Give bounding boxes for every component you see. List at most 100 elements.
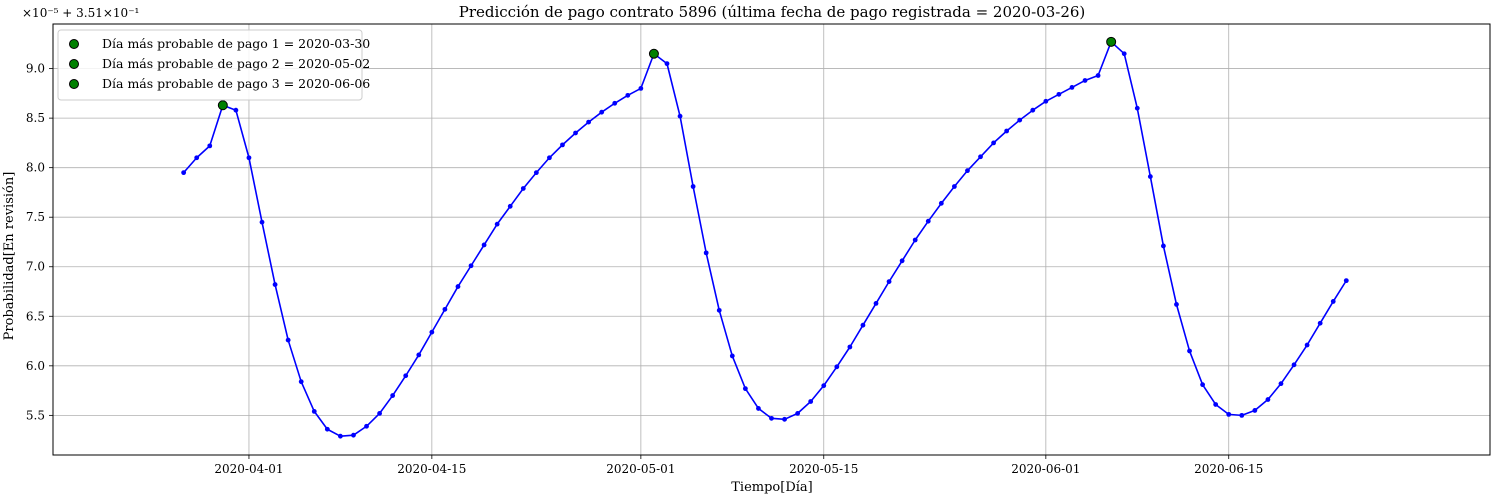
data-point: [729, 353, 735, 359]
data-point: [703, 250, 709, 256]
data-point: [625, 92, 631, 98]
data-point: [494, 221, 500, 227]
data-point: [468, 263, 474, 269]
plot-area: [52, 23, 1491, 456]
data-point: [1317, 320, 1323, 326]
y-tick-label: 8.0: [26, 161, 45, 175]
data-point: [677, 113, 683, 119]
data-point: [742, 386, 748, 392]
data-point: [520, 186, 526, 191]
data-point: [586, 119, 592, 125]
data-point: [181, 170, 187, 176]
data-point: [808, 399, 814, 404]
data-point: [285, 337, 291, 343]
data-point: [573, 130, 578, 136]
data-point: [1004, 128, 1010, 134]
data-point: [638, 86, 644, 91]
data-point: [1134, 105, 1140, 111]
data-point: [978, 154, 983, 160]
data-point: [1343, 278, 1349, 284]
y-tick-label: 5.5: [26, 408, 45, 422]
data-point: [899, 258, 905, 264]
data-point: [769, 415, 774, 421]
data-point: [311, 409, 317, 414]
data-point: [1278, 381, 1284, 387]
data-point: [795, 410, 801, 416]
x-axis-label: Tiempo[Día]: [731, 480, 812, 495]
x-tick-label: 2020-04-15: [397, 462, 466, 476]
data-point: [1174, 301, 1179, 307]
x-tick-label: 2020-06-15: [1194, 462, 1263, 476]
data-point: [965, 168, 970, 174]
y-tick-label: 7.0: [26, 260, 45, 274]
data-point: [194, 155, 200, 161]
data-point: [1304, 342, 1310, 348]
data-point: [272, 282, 278, 287]
data-point: [481, 242, 487, 248]
x-tick-label: 2020-05-15: [789, 462, 858, 476]
data-point: [429, 329, 435, 335]
data-point: [207, 143, 213, 149]
data-point: [873, 301, 879, 306]
data-point: [1017, 117, 1023, 123]
data-point: [1330, 299, 1336, 304]
x-tick-label: 2020-05-01: [606, 462, 675, 476]
y-tick-label: 6.5: [26, 309, 45, 323]
y-tick-label: 6.0: [26, 359, 45, 373]
data-point: [1213, 402, 1219, 407]
data-point: [860, 322, 866, 328]
data-point: [1121, 51, 1127, 57]
data-point: [1200, 382, 1205, 388]
legend-entry: Día más probable de pago 3 = 2020-06-06: [102, 76, 370, 91]
data-point: [1082, 78, 1088, 83]
data-point: [951, 184, 957, 189]
data-point: [782, 416, 787, 422]
data-point: [664, 61, 670, 67]
legend-marker: [69, 39, 79, 49]
data-point: [377, 410, 382, 416]
highlight-point: [217, 100, 228, 111]
data-point: [298, 379, 304, 385]
data-point: [403, 373, 409, 379]
data-point: [1069, 85, 1075, 90]
y-axis: 5.5 6.0 6.5 7.0 7.5 8.0 8.5 9.0: [26, 62, 53, 422]
data-point: [1187, 348, 1192, 354]
data-point: [1226, 411, 1232, 417]
data-point: [338, 433, 343, 439]
series-layer: [181, 39, 1349, 439]
y-axis-label: Probabilidad[En revisión]: [2, 172, 17, 341]
legend-marker: [69, 79, 79, 89]
data-point: [1265, 397, 1271, 402]
data-point: [390, 393, 396, 398]
data-point: [442, 306, 448, 312]
data-point: [533, 170, 539, 176]
legend-entry: Día más probable de pago 2 = 2020-05-02: [102, 56, 370, 71]
data-point: [1239, 412, 1245, 418]
data-point: [455, 284, 461, 289]
data-point: [1291, 362, 1297, 368]
data-point: [599, 109, 605, 115]
data-point: [821, 383, 827, 389]
data-point: [1043, 98, 1049, 104]
data-point: [416, 352, 422, 358]
x-tick-label: 2020-06-01: [1011, 462, 1080, 476]
data-point: [1161, 243, 1166, 249]
data-point: [1095, 73, 1101, 78]
y-tick-label: 8.5: [26, 111, 45, 125]
data-point: [912, 237, 918, 243]
chart-title: Predicción de pago contrato 5896 (última…: [459, 3, 1086, 21]
data-point: [886, 279, 892, 285]
data-point: [246, 155, 252, 161]
data-point: [1056, 91, 1062, 97]
data-point: [324, 426, 330, 432]
data-point: [547, 155, 552, 161]
legend-box: [57, 29, 363, 101]
data-point: [847, 344, 853, 350]
highlight-point: [1106, 36, 1117, 47]
data-point: [612, 100, 618, 106]
legend-marker: [69, 59, 79, 69]
data-point: [991, 140, 996, 146]
data-point: [1147, 174, 1153, 179]
data-point: [756, 406, 761, 411]
